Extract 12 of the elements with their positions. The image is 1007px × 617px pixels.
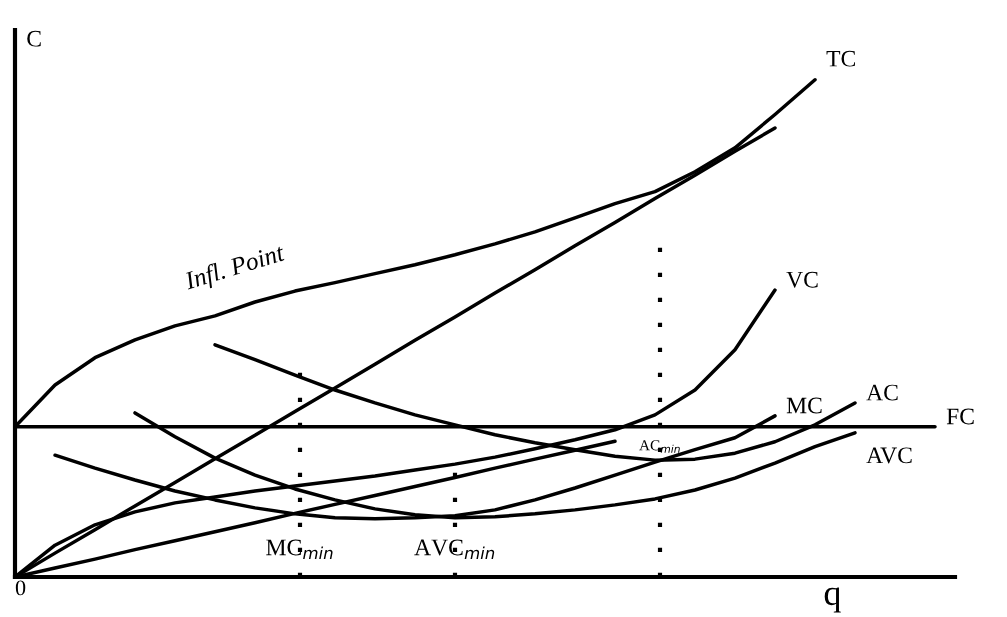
series-label: MC: [786, 397, 822, 414]
text: 0: [15, 580, 26, 596]
y-axis-title: C: [27, 30, 41, 47]
annotation: AVC$_{min}$: [414, 539, 495, 560]
annotation: MC$_{min}$: [266, 539, 333, 560]
x-axis-title: q: [824, 587, 841, 613]
series-label: AVC: [866, 447, 912, 464]
series-label: AC: [866, 384, 898, 401]
annotation: Infl. Point: [183, 242, 288, 295]
series-label: TC: [826, 50, 855, 67]
series-label: VC: [786, 271, 818, 288]
series-label: FC: [946, 408, 974, 425]
